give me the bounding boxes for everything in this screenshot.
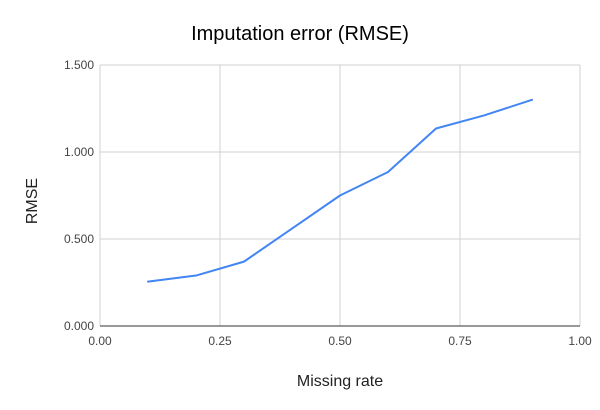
x-axis-title: Missing rate bbox=[297, 373, 383, 390]
y-tick-label: 0.000 bbox=[64, 319, 94, 333]
y-tick-label: 1.500 bbox=[64, 58, 94, 72]
x-tick-label: 0.25 bbox=[208, 334, 232, 348]
series-line bbox=[147, 98, 533, 283]
y-tick-label: 0.500 bbox=[64, 232, 94, 246]
x-tick-label: 0.75 bbox=[448, 334, 472, 348]
y-tick-label: 1.000 bbox=[64, 145, 94, 159]
series-layer bbox=[147, 98, 533, 283]
axes: 0.00 0.25 0.50 0.75 1.00 0.000 0.500 1.000 1.500 bbox=[64, 58, 592, 348]
x-tick-label: 0.00 bbox=[88, 334, 112, 348]
y-axis-title: RMSE bbox=[24, 178, 41, 224]
chart-title: Imputation error (RMSE) bbox=[191, 23, 409, 45]
x-tick-label: 1.00 bbox=[568, 334, 592, 348]
x-tick-label: 0.50 bbox=[328, 334, 352, 348]
